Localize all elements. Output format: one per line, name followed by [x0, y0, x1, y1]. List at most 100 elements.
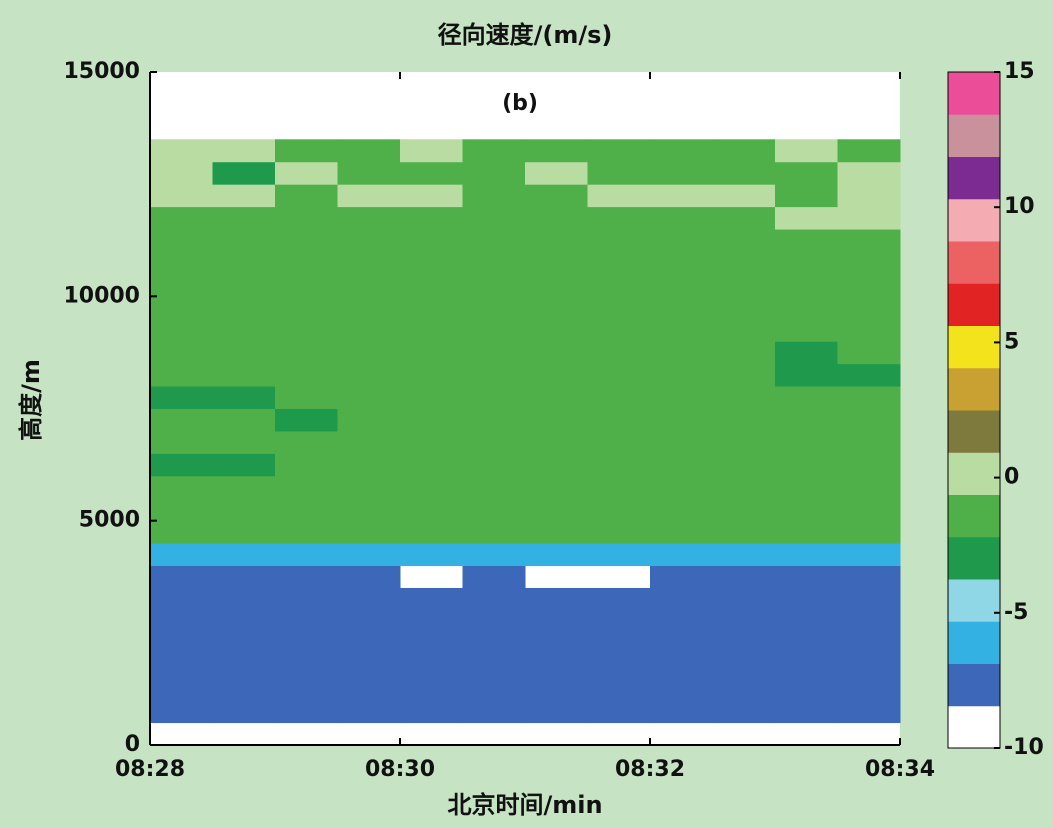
heat-cell [400, 587, 463, 611]
heat-cell [650, 498, 713, 522]
heat-cell [650, 565, 713, 589]
heat-cell [337, 251, 401, 275]
heat-cell [712, 341, 776, 365]
heat-cell [650, 677, 713, 701]
heat-cell [275, 498, 338, 522]
heat-cell [400, 655, 463, 679]
heat-cell [400, 475, 463, 499]
heat-cell [650, 430, 713, 454]
heat-cell [525, 206, 588, 230]
heat-cell [525, 587, 588, 611]
heat-cell [400, 543, 463, 567]
heat-cell [150, 363, 213, 387]
heat-cell [275, 520, 338, 544]
heat-cell [712, 700, 776, 724]
heat-cell [462, 565, 526, 589]
heat-cell [212, 184, 276, 208]
heat-cell [150, 700, 213, 724]
heat-cell [587, 587, 651, 611]
heat-cell [400, 273, 463, 297]
heat-cell [337, 498, 401, 522]
heat-cell [337, 386, 401, 409]
colorbar-segment [948, 72, 1000, 115]
heat-cell [525, 139, 588, 163]
colorbar-segment [948, 705, 1000, 749]
x-axis-label: 北京时间/min [447, 791, 602, 819]
heat-cell [587, 273, 651, 297]
heat-cell [462, 610, 526, 634]
heat-cell [150, 543, 213, 567]
heat-cell [712, 139, 776, 163]
heat-cell [525, 386, 588, 409]
heat-cell [650, 520, 713, 544]
colorbar-segment [948, 452, 1000, 495]
heat-cell [400, 520, 463, 544]
heat-cell [837, 341, 901, 365]
heat-cell [400, 700, 463, 724]
heat-cell [462, 251, 526, 275]
heat-cell [775, 520, 838, 544]
heat-cell [712, 184, 776, 208]
heat-cell [212, 543, 276, 567]
heat-cell [400, 386, 463, 409]
heat-cell [462, 273, 526, 297]
heat-cell [712, 251, 776, 275]
heat-cell [587, 363, 651, 387]
heat-cell [650, 655, 713, 679]
heat-cell [337, 543, 401, 567]
heat-cell [775, 587, 838, 611]
heat-cell [712, 363, 776, 387]
heat-cell [400, 677, 463, 701]
heat-cell [462, 475, 526, 499]
heat-cell [525, 543, 588, 567]
heat-cell [587, 386, 651, 409]
heat-cell [212, 139, 276, 163]
heat-cell [837, 161, 901, 185]
heat-cell [587, 318, 651, 342]
heat-cell [337, 273, 401, 297]
heat-cell [462, 318, 526, 342]
heat-cell [587, 632, 651, 656]
heat-cell [712, 386, 776, 409]
heat-cell [212, 296, 276, 320]
heat-cell [712, 318, 776, 342]
heat-cell [837, 206, 901, 230]
heat-cell [587, 139, 651, 163]
heat-cell [212, 408, 276, 432]
heat-cell [212, 632, 276, 656]
heat-cell [337, 184, 401, 208]
heat-cell [650, 632, 713, 656]
heat-cell [400, 318, 463, 342]
heat-cell [150, 565, 213, 589]
heat-cell [837, 475, 901, 499]
heat-cell [712, 677, 776, 701]
heat-cell [337, 363, 401, 387]
heat-cell [275, 386, 338, 409]
y-tick-label: 15000 [63, 59, 140, 84]
heat-cell [400, 184, 463, 208]
heat-cell [337, 341, 401, 365]
heat-cell [212, 251, 276, 275]
heat-cell [837, 430, 901, 454]
heat-cell [337, 587, 401, 611]
heat-cell [837, 229, 901, 252]
heat-cell [712, 610, 776, 634]
heat-cell [400, 408, 463, 432]
heat-cell [275, 318, 338, 342]
heat-cell [712, 655, 776, 679]
colorbar-tick-label: 5 [1004, 329, 1019, 354]
heat-cell [400, 430, 463, 454]
heat-cell [837, 184, 901, 208]
heat-cell [212, 318, 276, 342]
heat-cell [712, 475, 776, 499]
heat-cell [650, 543, 713, 567]
heat-cell [275, 363, 338, 387]
heat-cell [587, 700, 651, 724]
heat-cell [775, 475, 838, 499]
heat-cell [275, 139, 338, 163]
heat-cell [587, 161, 651, 185]
heat-cell [775, 229, 838, 252]
heat-cell [150, 408, 213, 432]
heat-cell [337, 206, 401, 230]
